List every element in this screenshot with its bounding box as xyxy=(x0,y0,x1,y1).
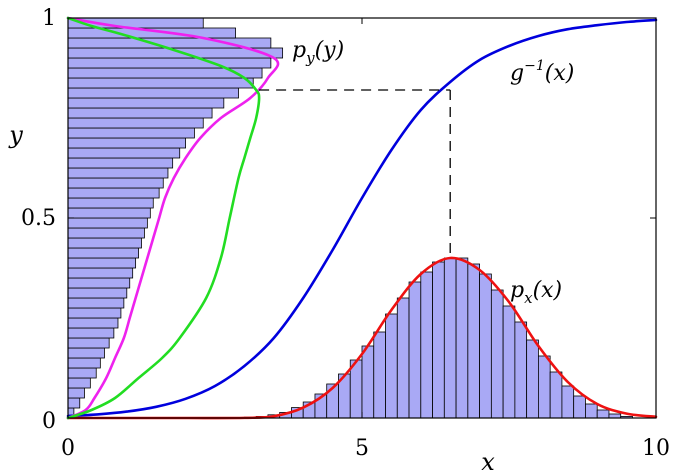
x-axis-label: x xyxy=(481,448,495,476)
x-tick-label-5: 5 xyxy=(355,436,369,461)
px-histogram-bar xyxy=(502,305,516,419)
px-histogram-bar xyxy=(573,395,586,419)
green-curve xyxy=(66,16,261,420)
py-histogram-bar xyxy=(67,317,119,329)
py-histogram-bar xyxy=(67,357,101,369)
py-histogram-bar xyxy=(67,267,134,279)
px-histogram-bar xyxy=(538,355,551,419)
py-curve xyxy=(66,16,280,420)
px-histogram-bar xyxy=(490,289,504,419)
py-histogram-bar xyxy=(67,237,142,249)
py-histogram-bar xyxy=(67,157,174,169)
annotation-layer xyxy=(259,89,451,258)
py-histogram-bar xyxy=(67,397,81,409)
px-histogram-bar xyxy=(561,385,575,419)
px-histogram-bar xyxy=(526,339,539,419)
px-histogram-bar xyxy=(596,409,610,419)
py-histogram-bar xyxy=(67,257,137,269)
py-curve-label: py(y) xyxy=(292,38,344,67)
py-histogram-bar xyxy=(67,247,139,259)
py-histogram-bar xyxy=(67,197,154,209)
py-histogram-bar xyxy=(67,387,85,399)
py-histogram-bar xyxy=(67,367,97,379)
py-histogram-bar xyxy=(67,287,128,299)
px-histogram-bar xyxy=(549,371,563,419)
px-histogram-bar xyxy=(420,271,433,419)
py-histogram-bar xyxy=(67,17,204,29)
py-histogram-bar xyxy=(67,277,131,289)
y-tick-label-0: 0 xyxy=(42,409,56,434)
py-histogram-bar xyxy=(67,337,110,349)
px-histogram-bar xyxy=(408,281,422,419)
py-histogram-bar xyxy=(67,207,151,219)
py-histogram-bar xyxy=(67,327,115,339)
py-histogram-bar xyxy=(67,107,213,119)
py-histogram-bar xyxy=(67,137,186,149)
py-histogram-bar xyxy=(67,297,125,309)
py-histogram-bar xyxy=(67,67,263,79)
px-histogram-bar xyxy=(361,345,375,419)
py-histogram-bar xyxy=(67,227,145,239)
py-histogram-bar xyxy=(67,347,105,359)
px-histogram-bar xyxy=(455,257,469,419)
y-tick-label-1: 1 xyxy=(42,6,56,31)
tick-layer xyxy=(67,17,657,419)
px-histogram-bar xyxy=(396,297,410,419)
py-histogram-bar xyxy=(67,57,272,69)
px-histogram-bar xyxy=(514,321,528,419)
py-histogram-bar xyxy=(67,177,164,189)
py-histogram-bar xyxy=(67,187,160,199)
py-histogram-bar xyxy=(67,147,181,159)
x-tick-label-0: 0 xyxy=(61,436,75,461)
px-histogram-bar xyxy=(385,313,398,419)
py-histogram-bar xyxy=(67,97,225,109)
px-histogram-bar xyxy=(585,403,598,419)
ginv-curve-label: g−1(x) xyxy=(510,58,574,86)
px-curve-label: px(x) xyxy=(510,278,562,307)
px-histogram-bar xyxy=(479,273,492,419)
py-histogram-bar xyxy=(67,87,239,99)
py-histogram-bar xyxy=(67,377,91,389)
py-histogram-bar xyxy=(67,77,254,89)
py-histogram-bar xyxy=(67,307,122,319)
histogram-layer xyxy=(67,17,633,419)
px-histogram-bar xyxy=(443,257,457,419)
py-histogram-bar xyxy=(67,117,204,129)
px-histogram-bar xyxy=(467,263,480,419)
py-histogram-bar xyxy=(67,167,169,179)
y-tick-label-0.5: 0.5 xyxy=(21,206,56,231)
ginv-curve xyxy=(66,18,658,418)
py-histogram-bar xyxy=(67,127,195,139)
y-axis-label: y xyxy=(8,121,23,149)
py-histogram-bar xyxy=(67,217,148,229)
px-histogram-bar xyxy=(373,331,386,419)
px-histogram-bar xyxy=(432,261,445,419)
x-tick-label-10: 10 xyxy=(642,436,670,461)
